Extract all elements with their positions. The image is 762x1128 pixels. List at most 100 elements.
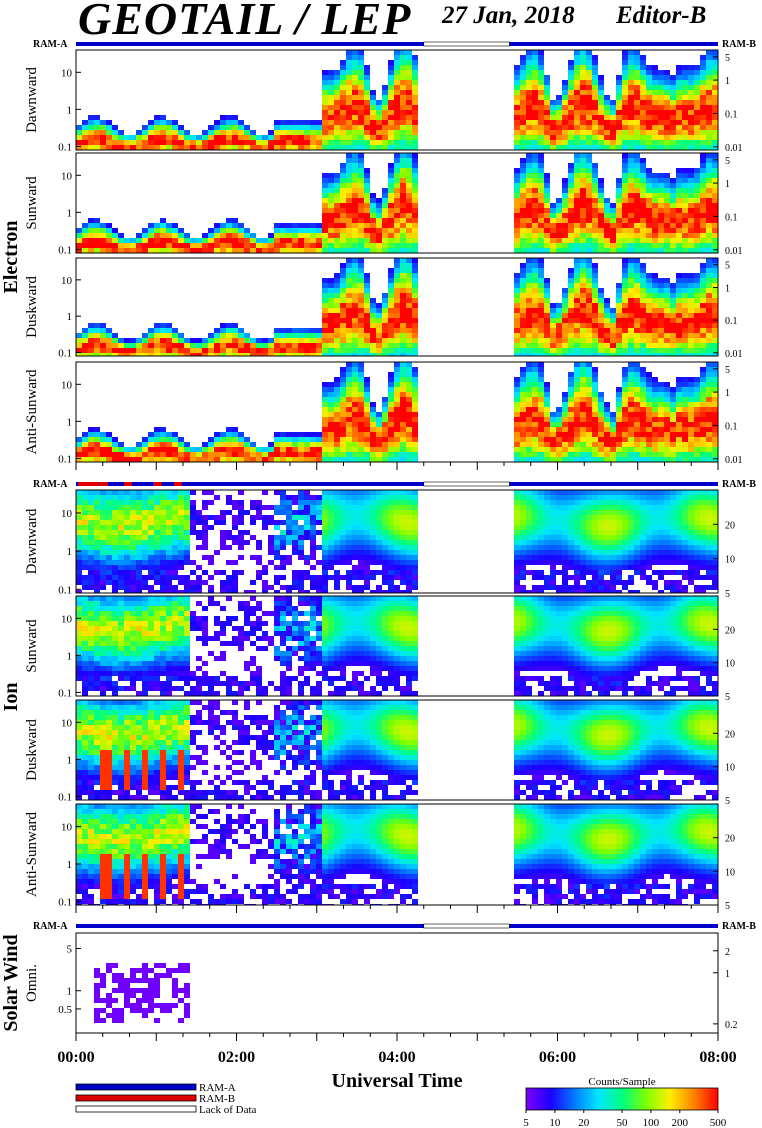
heatmap-cell	[106, 452, 112, 457]
heatmap-cell	[316, 243, 322, 248]
heatmap-cell	[580, 55, 586, 60]
heatmap-cell	[604, 308, 610, 313]
heatmap-cell	[580, 213, 586, 218]
heatmap-cell	[382, 333, 388, 338]
heatmap-cell	[400, 367, 406, 372]
heatmap-cell	[358, 397, 364, 402]
heatmap-cell	[532, 338, 538, 343]
heatmap-cell	[178, 525, 184, 530]
heatmap-cell	[400, 70, 406, 75]
heatmap-cell	[412, 70, 418, 75]
heatmap-cell	[244, 248, 250, 253]
heatmap-cell	[286, 437, 292, 442]
heatmap-cell	[568, 188, 574, 193]
heatmap-cell	[598, 293, 604, 298]
heatmap-cell	[346, 238, 352, 243]
heatmap-cell	[574, 437, 580, 442]
heatmap-cell	[304, 490, 310, 495]
heatmap-cell	[118, 447, 124, 452]
heatmap-cell	[646, 75, 652, 80]
heatmap-cell	[376, 208, 382, 213]
heatmap-cell	[682, 318, 688, 323]
heatmap-cell	[154, 348, 160, 353]
heatmap-cell	[244, 343, 250, 348]
heatmap-cell	[112, 348, 118, 353]
heatmap-cell	[574, 293, 580, 298]
heatmap-cell	[586, 55, 592, 60]
heatmap-cell	[154, 447, 160, 452]
heatmap-cell	[286, 555, 292, 560]
heatmap-cell	[640, 218, 646, 223]
heatmap-cell	[532, 362, 538, 367]
heatmap-cell	[616, 437, 622, 442]
heatmap-cell	[370, 427, 376, 432]
heatmap-cell	[286, 328, 292, 333]
heatmap-cell	[100, 243, 106, 248]
heatmap-cell	[406, 328, 412, 333]
heatmap-cell	[112, 333, 118, 338]
heatmap-cell	[382, 105, 388, 110]
heatmap-cell	[598, 75, 604, 80]
heatmap-cell	[394, 333, 400, 338]
heatmap-cell	[712, 188, 718, 193]
heatmap-cell	[340, 188, 346, 193]
heatmap-cell	[676, 437, 682, 442]
heatmap-cell	[676, 145, 682, 150]
heatmap-cell	[160, 457, 166, 462]
heatmap-cell	[712, 273, 718, 278]
heatmap-cell	[610, 100, 616, 105]
heatmap-cell	[610, 135, 616, 140]
heatmap-cell	[400, 372, 406, 377]
heatmap-cell	[172, 555, 178, 560]
heatmap-cell	[172, 500, 178, 505]
heatmap-cell	[640, 65, 646, 70]
heatmap-cell	[586, 115, 592, 120]
heatmap-cell	[190, 348, 196, 353]
heatmap-cell	[640, 308, 646, 313]
heatmap-cell	[646, 412, 652, 417]
heatmap-cell	[682, 437, 688, 442]
heatmap-cell	[262, 348, 268, 353]
heatmap-cell	[520, 452, 526, 457]
heatmap-cell	[160, 570, 166, 575]
heatmap-cell	[646, 288, 652, 293]
heatmap-cell	[214, 328, 220, 333]
heatmap-cell	[628, 258, 634, 263]
heatmap-cell	[622, 372, 628, 377]
heatmap-cell	[364, 140, 370, 145]
heatmap-cell	[712, 427, 718, 432]
heatmap-cell	[196, 510, 202, 515]
heatmap-cell	[244, 530, 250, 535]
heatmap-cell	[526, 110, 532, 115]
heatmap-cell	[556, 313, 562, 318]
heatmap-cell	[352, 218, 358, 223]
heatmap-cell	[280, 555, 286, 560]
heatmap-cell	[358, 70, 364, 75]
heatmap-cell	[586, 323, 592, 328]
heatmap-cell	[670, 115, 676, 120]
heatmap-cell	[178, 447, 184, 452]
heatmap-cell	[112, 238, 118, 243]
heatmap-cell	[622, 238, 628, 243]
heatmap-cell	[640, 303, 646, 308]
heatmap-cell	[580, 100, 586, 105]
heatmap-cell	[538, 248, 544, 253]
heatmap-cell	[532, 387, 538, 392]
heatmap-cell	[598, 105, 604, 110]
heatmap-cell	[526, 313, 532, 318]
heatmap-cell	[532, 367, 538, 372]
heatmap-cell	[220, 333, 226, 338]
heatmap-cell	[196, 145, 202, 150]
heatmap-cell	[124, 343, 130, 348]
heatmap-cell	[148, 525, 154, 530]
heatmap-cell	[520, 387, 526, 392]
heatmap-cell	[712, 343, 718, 348]
heatmap-cell	[172, 130, 178, 135]
heatmap-cell	[364, 183, 370, 188]
heatmap-cell	[592, 343, 598, 348]
heatmap-cell	[526, 298, 532, 303]
heatmap-cell	[412, 367, 418, 372]
heatmap-cell	[388, 268, 394, 273]
heatmap-cell	[310, 348, 316, 353]
heatmap-cell	[178, 565, 184, 570]
